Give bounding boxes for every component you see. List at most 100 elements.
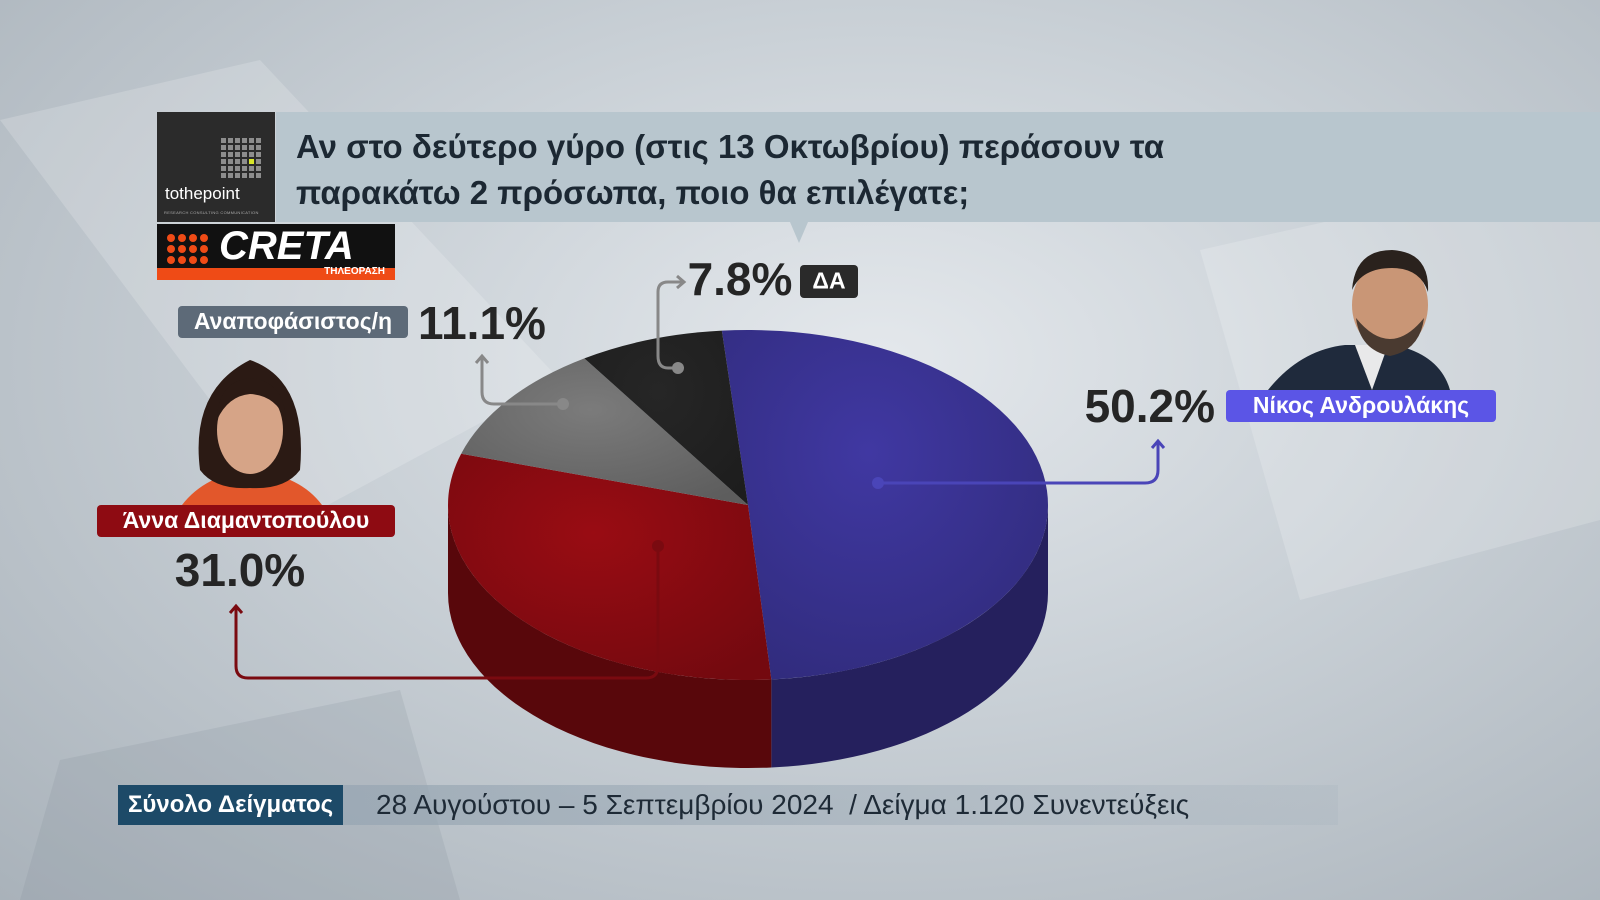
connector-dot	[652, 540, 664, 552]
logo-dot	[167, 234, 175, 242]
logo-dot	[200, 234, 208, 242]
pie-side	[771, 505, 1048, 768]
category-label: Άννα Διαμαντοπούλου	[123, 507, 369, 533]
logo-dot	[178, 245, 186, 253]
logo-dot	[256, 159, 261, 164]
logo-dot	[167, 256, 175, 264]
photo-androulakis	[1268, 250, 1450, 390]
title-bar: Αν στο δεύτερο γύρο (στις 13 Οκτωβρίου) …	[276, 112, 1600, 222]
logo-dot	[242, 145, 247, 150]
channel-sub: ΤΗΛΕΟΡΑΣΗ	[324, 266, 385, 277]
logo-dot	[256, 138, 261, 143]
logo-dot	[235, 173, 240, 178]
category-pill	[97, 505, 395, 537]
chart-title: Αν στο δεύτερο γύρο (στις 13 Οκτωβρίου) …	[296, 128, 1174, 211]
connector	[656, 280, 682, 370]
agency-logo: tothepoint RESEARCH CONSULTING COMMUNICA…	[157, 112, 275, 222]
logo-dot	[249, 152, 254, 157]
logo-dot	[228, 173, 233, 178]
pie-side	[448, 505, 772, 768]
agency-name: tothepoint	[165, 184, 240, 203]
category-label: Αναποφάσιστος/η	[194, 308, 392, 334]
logo-dot	[189, 234, 197, 242]
category-pill	[800, 265, 858, 298]
logo-dot	[242, 166, 247, 171]
logo-dot	[249, 166, 254, 171]
logo-dot	[235, 152, 240, 157]
logo-dot	[189, 256, 197, 264]
connector-dot	[557, 398, 569, 410]
logo-dot	[200, 256, 208, 264]
value-label: 50.2%	[1085, 380, 1215, 432]
logo-dot	[256, 173, 261, 178]
logo-dot	[221, 166, 226, 171]
pie-slice	[447, 453, 772, 680]
connector-dot	[872, 477, 884, 489]
logo-dot	[249, 138, 254, 143]
logo-dot	[178, 234, 186, 242]
footer-text: 28 Αυγούστου – 5 Σεπτεμβρίου 2024 / Δείγ…	[376, 789, 1190, 820]
logo-dot	[228, 159, 233, 164]
logo-dot	[189, 245, 197, 253]
agency-tagline: RESEARCH CONSULTING COMMUNICATION	[164, 210, 259, 215]
connector-arrow	[474, 353, 490, 364]
logo-dot	[249, 173, 254, 178]
logo-dot	[228, 166, 233, 171]
category-label: Νίκος Ανδρουλάκης	[1253, 392, 1469, 418]
pie	[447, 329, 1049, 768]
title-pointer	[790, 222, 808, 243]
connector-arrow	[676, 274, 687, 290]
logo-dot	[242, 138, 247, 143]
connector-dot	[672, 362, 684, 374]
logo-dot	[178, 256, 186, 264]
agency-dots	[221, 138, 261, 178]
logo-dot	[249, 159, 254, 164]
photos	[182, 250, 1450, 505]
logo-dot	[256, 152, 261, 157]
channel-dots	[167, 234, 208, 264]
connector	[480, 358, 563, 406]
logo-dot	[242, 159, 247, 164]
logo-dot	[221, 152, 226, 157]
logo-dot	[242, 152, 247, 157]
value-label: 11.1%	[418, 297, 546, 349]
logo-dot	[235, 145, 240, 150]
logo-dot	[167, 245, 175, 253]
labels: 50.2% Νίκος Ανδρουλάκης 31.0% Άννα Διαμαντο…	[97, 253, 1496, 680]
logo-dot	[228, 145, 233, 150]
logo-dot	[200, 245, 208, 253]
logo-dot	[221, 159, 226, 164]
logo-dot	[235, 138, 240, 143]
category-label: ΔΑ	[812, 268, 845, 294]
logo-dot	[221, 173, 226, 178]
logo-dot	[256, 145, 261, 150]
logo-dot	[228, 152, 233, 157]
channel-name: CRETA	[219, 224, 354, 268]
value-label: 7.8%	[688, 253, 793, 305]
logo-dot	[242, 173, 247, 178]
photo-diamantopoulou	[182, 360, 322, 505]
logo-dot	[249, 145, 254, 150]
connector	[234, 546, 660, 680]
connector-arrow	[1150, 438, 1166, 449]
footer-label: Σύνολο Δείγματος	[118, 785, 344, 825]
footer: Σύνολο Δείγματος 28 Αυγούστου – 5 Σεπτεμ…	[118, 785, 1338, 825]
logo-dot	[256, 166, 261, 171]
logo-dot	[228, 138, 233, 143]
category-pill	[178, 306, 408, 338]
logo-dot	[221, 138, 226, 143]
value-label: 31.0%	[175, 544, 305, 596]
channel-bar	[157, 268, 395, 280]
channel-logo: CRETA ΤΗΛΕΟΡΑΣΗ	[157, 224, 395, 280]
pie-slice	[721, 329, 1049, 680]
pie-slice	[461, 358, 748, 505]
logo-dot	[235, 166, 240, 171]
pie-slice	[584, 330, 748, 505]
logo-dot	[235, 159, 240, 164]
category-pill	[1226, 390, 1496, 422]
connector	[878, 443, 1160, 485]
logo-dot	[221, 145, 226, 150]
connector-arrow	[228, 603, 244, 614]
